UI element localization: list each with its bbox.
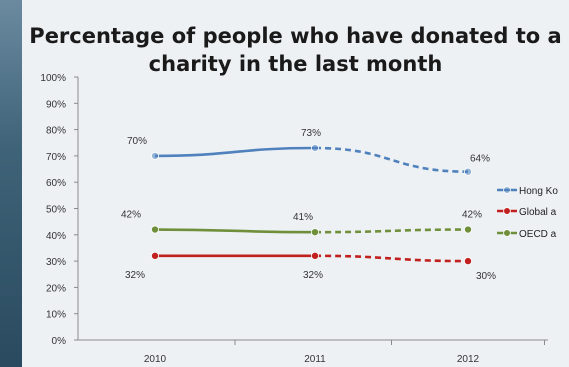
data-label: 42% — [462, 210, 482, 221]
data-label: 73% — [301, 128, 321, 139]
data-point — [463, 225, 472, 234]
data-point — [150, 225, 159, 234]
y-tick-label: 70% — [46, 152, 66, 163]
y-tick-label: 60% — [46, 178, 66, 189]
data-point — [150, 151, 159, 160]
y-tick-label: 90% — [46, 99, 66, 110]
data-point — [463, 257, 472, 266]
chart-title-line-2: charity in the last month — [148, 52, 443, 76]
data-label: 42% — [121, 210, 141, 221]
data-label: 32% — [303, 270, 323, 281]
y-tick-label: 80% — [46, 126, 66, 137]
data-point — [310, 228, 319, 237]
series-line-dashed — [314, 254, 469, 263]
y-tick-label: 30% — [46, 257, 66, 268]
legend-swatch-marker — [503, 229, 511, 237]
legend-label: OECD a — [519, 229, 557, 240]
x-tick-label: 2010 — [144, 354, 167, 365]
chart-title-line-1: Percentage of people who have donated to… — [29, 24, 562, 48]
legend-swatch-marker — [503, 186, 511, 194]
y-tick-label: 50% — [46, 205, 66, 216]
data-point — [310, 251, 319, 260]
legend-swatch-marker — [503, 207, 511, 215]
legend-label: Global a — [519, 207, 557, 218]
series-line-solid — [154, 228, 316, 234]
series-line-solid — [154, 146, 316, 158]
legend-label: Hong Ko — [519, 186, 558, 197]
data-point — [150, 251, 159, 260]
y-tick-label: 100% — [40, 73, 66, 84]
series-line-dashed — [314, 146, 469, 173]
data-label: 32% — [125, 270, 145, 281]
data-label: 30% — [476, 271, 496, 282]
data-label: 41% — [293, 212, 313, 223]
data-label: 64% — [470, 154, 490, 165]
x-tick-label: 2011 — [304, 354, 326, 365]
x-tick-label: 2012 — [457, 354, 480, 365]
chart-title: Percentage of people who have donated to… — [22, 22, 569, 78]
chart-panel — [22, 0, 569, 367]
y-tick-label: 40% — [46, 231, 66, 242]
y-tick-label: 10% — [46, 310, 66, 321]
y-tick-label: 20% — [46, 283, 66, 294]
series-line-dashed — [314, 228, 469, 234]
data-label: 70% — [127, 136, 147, 147]
data-point — [310, 144, 319, 153]
data-point — [463, 167, 472, 176]
y-tick-label: 0% — [52, 336, 67, 347]
